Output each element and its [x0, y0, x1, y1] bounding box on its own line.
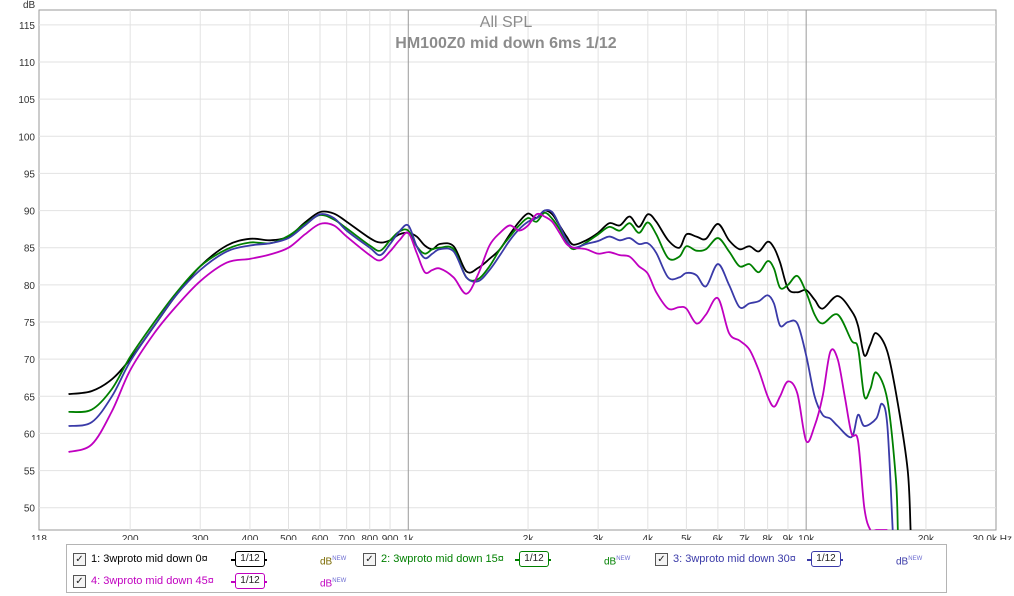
y-tick-label: 100 [18, 132, 35, 143]
x-tick-label: 4k [643, 534, 655, 540]
x-tick-label: 600 [312, 534, 329, 540]
smoothing-box[interactable]: 1/12 [811, 551, 841, 567]
x-tick-label: 8k [762, 534, 774, 540]
x-tick-label: 9k [783, 534, 795, 540]
checkbox-checked-icon[interactable]: ✓ [363, 553, 376, 566]
checkbox-checked-icon[interactable]: ✓ [655, 553, 668, 566]
legend-unit: dBNEW [896, 556, 923, 568]
legend-unit: dBNEW [604, 556, 631, 568]
y-tick-label: 110 [19, 58, 35, 69]
y-tick-label: 70 [24, 355, 36, 366]
series-line-4 [68, 212, 888, 530]
series-group [68, 209, 912, 530]
x-tick-label: 7k [739, 534, 751, 540]
x-tick-label: 800 [361, 534, 378, 540]
legend-item-4[interactable]: ✓ 4: 3wproto mid down 45¤ 1/12 dBNEW [73, 571, 353, 591]
y-tick-label: 85 [24, 244, 36, 255]
x-tick-label: 200 [122, 534, 139, 540]
y-tick-label: 115 [19, 21, 35, 32]
y-tick-label: 95 [24, 169, 36, 180]
y-tick-label: 90 [24, 207, 36, 218]
tick-labels: 50 55 60 65 70 75 80 85 90 95 100 105 110 115 118 200 30… [18, 21, 1012, 540]
y-tick-label: 105 [18, 95, 35, 106]
legend-item-2[interactable]: ✓ 2: 3wproto mid down 15¤ 1/12 dBNEW [363, 549, 643, 569]
checkbox-checked-icon[interactable]: ✓ [73, 553, 86, 566]
y-axis-label: dB [23, 0, 36, 11]
legend: ✓ 1: 3wproto mid down 0¤ 1/12 dBNEW ✓ 2:… [66, 544, 947, 593]
x-tick-label: 500 [280, 534, 297, 540]
x-tick-label: 3k [593, 534, 605, 540]
x-tick-label: 700 [338, 534, 355, 540]
x-tick-label: 6k [713, 534, 725, 540]
x-tick-label: 400 [242, 534, 259, 540]
y-tick-label: 55 [24, 467, 36, 478]
legend-unit: dBNEW [320, 578, 347, 590]
legend-label: 3: 3wproto mid down 30¤ [673, 553, 796, 565]
x-tick-label: 300 [192, 534, 209, 540]
legend-item-1[interactable]: ✓ 1: 3wproto mid down 0¤ 1/12 dBNEW [73, 549, 353, 569]
x-tick-label: 118 [31, 534, 47, 540]
y-tick-label: 50 [24, 504, 36, 515]
legend-unit: dBNEW [320, 556, 347, 568]
legend-item-3[interactable]: ✓ 3: 3wproto mid down 30¤ 1/12 dBNEW [655, 549, 940, 569]
x-tick-label: 900 [382, 534, 399, 540]
smoothing-box[interactable]: 1/12 [235, 551, 265, 567]
grid-lines [39, 10, 996, 530]
y-tick-label: 80 [24, 281, 36, 292]
spl-chart: 50 55 60 65 70 75 80 85 90 95 100 105 110 115 118 200 30… [18, 0, 1012, 540]
y-tick-label: 60 [24, 429, 36, 440]
chart-title: All SPL [480, 14, 533, 31]
chart-subtitle: HM100Z0 mid down 6ms 1/12 [395, 35, 617, 52]
y-tick-label: 75 [24, 318, 36, 329]
x-tick-label: 20k [918, 534, 935, 540]
series-line-3 [68, 209, 894, 530]
smoothing-box[interactable]: 1/12 [519, 551, 549, 567]
y-tick-label: 65 [24, 392, 36, 403]
plot-background [38, 9, 997, 531]
x-tick-label: 30,0k Hz [973, 534, 1012, 540]
x-tick-label: 1k [403, 534, 415, 540]
legend-label: 4: 3wproto mid down 45¤ [91, 575, 214, 587]
smoothing-box[interactable]: 1/12 [235, 573, 265, 589]
legend-label: 2: 3wproto mid down 15¤ [381, 553, 504, 565]
legend-label: 1: 3wproto mid down 0¤ [91, 553, 208, 565]
x-tick-label: 5k [681, 534, 693, 540]
x-tick-label: 2k [523, 534, 535, 540]
checkbox-checked-icon[interactable]: ✓ [73, 575, 86, 588]
x-tick-label: 10k [798, 534, 815, 540]
